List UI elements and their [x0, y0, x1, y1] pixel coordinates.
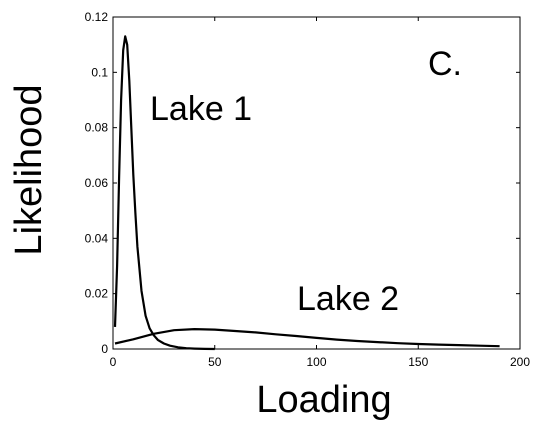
lake-2-label: Lake 2	[297, 280, 399, 318]
series-line-lake-1	[113, 35, 215, 351]
x-tick-label: 100	[306, 355, 326, 369]
y-tick-label: 0.02	[85, 287, 109, 301]
y-tick-label: 0.08	[85, 121, 109, 135]
panel-label: C.	[428, 45, 462, 83]
y-tick-label: 0.04	[85, 231, 109, 245]
x-tick-label: 50	[208, 355, 222, 369]
series-group	[113, 35, 500, 351]
y-axis-title: Likelihood	[8, 84, 50, 255]
x-tick-label: 0	[110, 355, 117, 369]
y-tick-label: 0.1	[91, 65, 108, 79]
y-tick-label: 0.06	[85, 176, 109, 190]
series-line-lake-2	[114, 328, 500, 348]
lake-1-label: Lake 1	[150, 90, 252, 128]
y-tick-label: 0.12	[85, 10, 109, 24]
x-axis-title: Loading	[256, 379, 391, 421]
ticks: 0 50 100 150 200 0 0.02 0.04 0.06 0.08 0.1 0.12	[85, 10, 531, 369]
y-tick-label: 0	[101, 342, 108, 356]
x-tick-label: 150	[408, 355, 428, 369]
x-tick-label: 200	[510, 355, 530, 369]
